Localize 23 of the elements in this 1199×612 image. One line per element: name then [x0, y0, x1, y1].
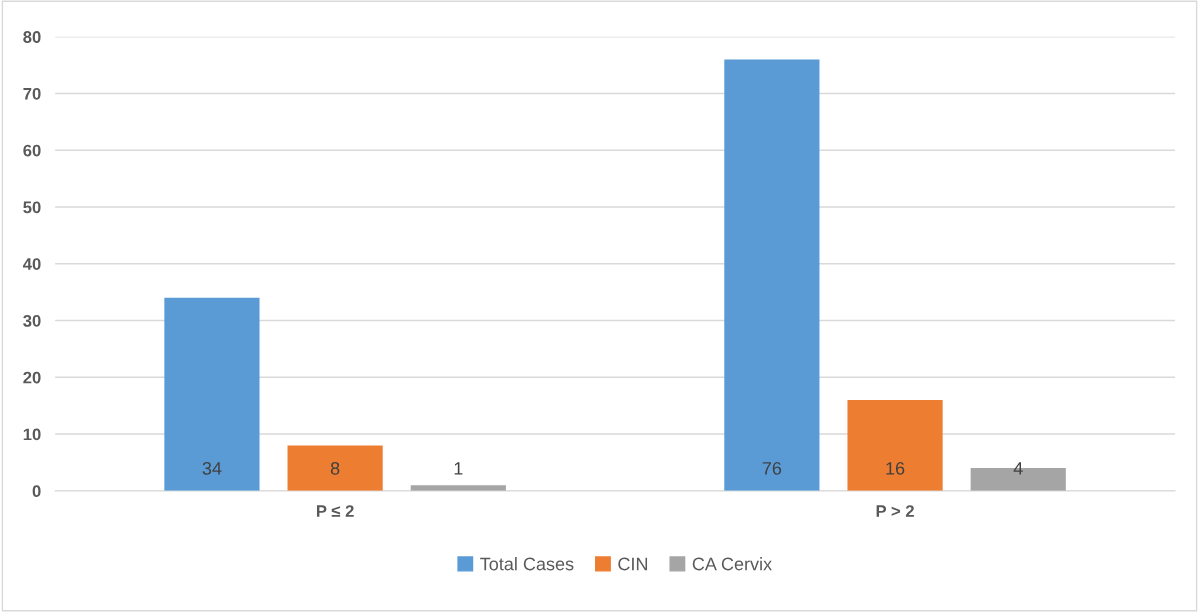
y-tick-label: 80	[23, 31, 41, 43]
bar	[847, 400, 943, 491]
x-tick-label: P ≤ 2	[316, 505, 354, 517]
y-tick-label: 0	[32, 485, 41, 498]
y-tick-label: 10	[23, 428, 41, 441]
legend-label: Total Cases	[480, 557, 574, 571]
bar	[287, 445, 383, 491]
y-tick-label: 20	[23, 371, 41, 384]
bar	[164, 297, 260, 491]
y-tick-label: 30	[23, 314, 41, 327]
legend-label: CA Cervix	[692, 557, 772, 571]
data-label: 16	[886, 461, 905, 475]
legend-label: CIN	[618, 557, 648, 571]
data-label: 8	[330, 461, 340, 475]
y-tick-label: 40	[22, 258, 41, 270]
y-tick-label: 70	[23, 87, 41, 100]
data-label: 1	[454, 462, 463, 475]
data-label: 76	[762, 461, 782, 475]
x-tick-label: P > 2	[876, 505, 914, 517]
bar	[724, 59, 820, 491]
y-tick-label: 50	[23, 201, 41, 214]
data-label: 34	[202, 461, 222, 475]
y-tick-label: 60	[23, 144, 41, 157]
